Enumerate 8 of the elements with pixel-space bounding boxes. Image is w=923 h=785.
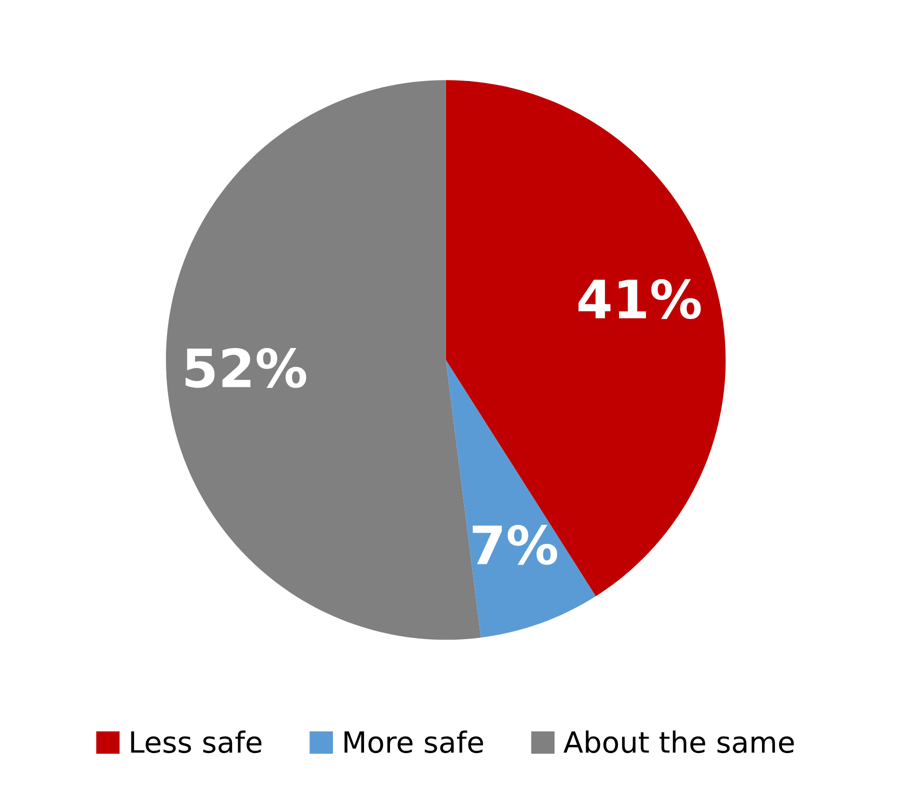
legend-label: About the same: [564, 730, 794, 754]
legend-label: Less safe: [131, 730, 262, 754]
legend-label: More safe: [344, 730, 483, 754]
pie-slice: [446, 360, 596, 638]
data-label: 41%: [578, 279, 701, 320]
pie-slice: [446, 80, 726, 596]
data-label: 7%: [472, 524, 558, 565]
data-label: 52%: [186, 348, 306, 388]
